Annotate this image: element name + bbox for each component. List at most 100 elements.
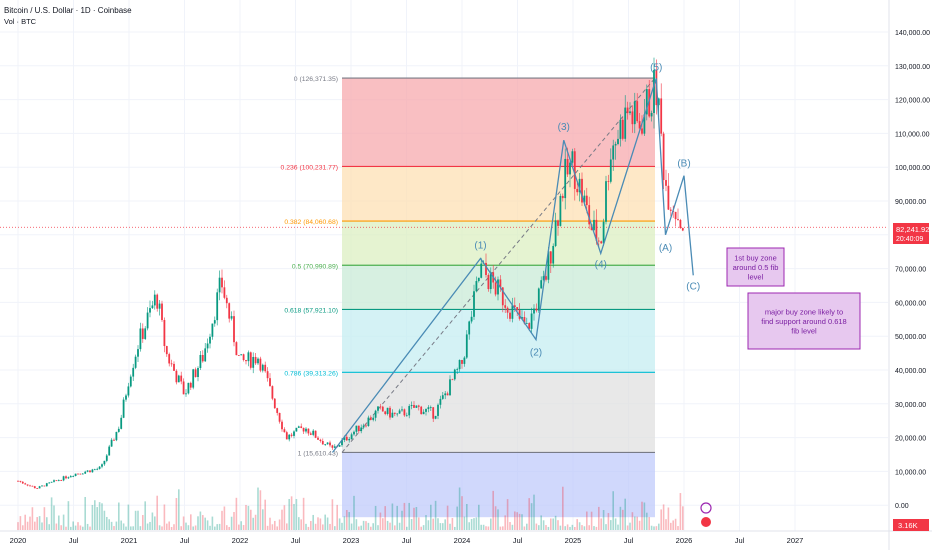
volume-bar bbox=[576, 519, 578, 530]
candle-body bbox=[81, 473, 84, 475]
time-tick-label: Jul bbox=[513, 536, 523, 545]
volume-bar bbox=[202, 515, 204, 530]
candle-body bbox=[386, 407, 389, 414]
volume-value-tag: 3.16K bbox=[893, 519, 929, 531]
candle-body bbox=[405, 415, 408, 417]
fib-zone bbox=[342, 372, 655, 453]
volume-bar bbox=[528, 498, 530, 530]
candle-body bbox=[681, 228, 684, 231]
wave-label: (1) bbox=[474, 240, 486, 251]
fib-retracement[interactable]: 0 (126,371.35) 0.236 (100,231.77) 0.382 (8… bbox=[0, 76, 888, 518]
volume-bar bbox=[182, 516, 185, 530]
volume-bar bbox=[336, 504, 338, 530]
volume-bar bbox=[485, 526, 487, 530]
volume-bar bbox=[374, 505, 377, 530]
volume-bar bbox=[240, 521, 242, 530]
volume-bar bbox=[662, 504, 665, 530]
candle-body bbox=[98, 466, 101, 469]
volume-bar bbox=[679, 493, 682, 530]
volume-bar bbox=[655, 526, 658, 530]
candle-body bbox=[295, 427, 298, 432]
candle-body bbox=[465, 334, 468, 358]
candle-body bbox=[276, 408, 279, 413]
volume-bar bbox=[511, 524, 514, 530]
price-tick-label: 10,000.00 bbox=[895, 469, 926, 476]
current-price-tag: 82,241.92 20:40:09 bbox=[893, 223, 929, 244]
volume-bar bbox=[185, 522, 187, 530]
candle-body bbox=[470, 316, 473, 322]
candle-body bbox=[29, 485, 31, 487]
volume-bar bbox=[607, 513, 610, 530]
candle-body bbox=[209, 336, 211, 344]
candle-body bbox=[583, 195, 586, 203]
volume-bar bbox=[382, 518, 384, 530]
elliott-wave-lines[interactable]: (1) (2) (3) (4) (5) (A) (B) (C) bbox=[331, 62, 701, 453]
volume-bar bbox=[310, 520, 312, 530]
candle-body bbox=[667, 185, 670, 210]
time-tick-label: 2020 bbox=[10, 536, 27, 545]
candle-body bbox=[463, 357, 466, 364]
fib-zone bbox=[342, 78, 655, 167]
candle-body bbox=[240, 354, 243, 356]
volume-bar bbox=[622, 509, 624, 530]
volume-bar bbox=[65, 526, 67, 530]
volume-bar bbox=[653, 526, 655, 530]
volume-bar bbox=[86, 523, 89, 530]
volume-bar bbox=[626, 525, 629, 530]
candle-body bbox=[674, 211, 677, 220]
fib-zone bbox=[342, 309, 655, 373]
candle-body bbox=[129, 376, 132, 387]
candle-body bbox=[453, 369, 456, 380]
candle-body bbox=[19, 480, 22, 482]
candle-body bbox=[509, 312, 511, 319]
volume-bar bbox=[314, 523, 317, 530]
volume-bar bbox=[516, 512, 518, 530]
candle-body bbox=[199, 354, 202, 368]
volume-bar bbox=[610, 520, 612, 530]
candle-body bbox=[259, 358, 262, 371]
volume-bar bbox=[578, 522, 581, 530]
volume-bar bbox=[132, 526, 134, 530]
candle-body bbox=[456, 369, 459, 370]
volume-bar bbox=[667, 507, 670, 530]
volume-bar bbox=[619, 506, 622, 530]
candle-body bbox=[561, 195, 564, 199]
wave-label: (4) bbox=[595, 259, 607, 270]
volume-bar bbox=[636, 516, 638, 530]
candle-body bbox=[533, 308, 535, 314]
lightning-icon bbox=[700, 502, 712, 514]
volume-bar bbox=[518, 513, 521, 530]
candle-body bbox=[105, 455, 108, 461]
candle-body bbox=[103, 460, 106, 465]
volume-bar bbox=[492, 490, 494, 530]
volume-bar bbox=[506, 499, 509, 530]
volume-bar bbox=[473, 518, 475, 530]
candle-body bbox=[528, 323, 531, 329]
candle-body bbox=[17, 480, 19, 482]
volume-bar bbox=[235, 497, 238, 530]
annotations[interactable]: 1st buy zone around 0.5 fib level major buy… bbox=[700, 247, 861, 527]
candle-body bbox=[89, 470, 91, 473]
countdown-timer: 20:40:09 bbox=[896, 236, 923, 243]
candle-body bbox=[67, 477, 70, 479]
candle-body bbox=[494, 282, 497, 295]
volume-bar bbox=[264, 499, 266, 530]
volume-bar bbox=[475, 517, 478, 530]
fib-level-label: 1 (15,610.43) bbox=[298, 450, 338, 457]
volume-bar bbox=[168, 521, 170, 530]
volume-bar bbox=[290, 496, 293, 530]
candle-body bbox=[235, 342, 238, 356]
volume-bar bbox=[130, 526, 132, 530]
volume-bar bbox=[29, 516, 31, 530]
volume-bar bbox=[559, 525, 562, 530]
candle-body bbox=[62, 476, 65, 481]
volume-bar bbox=[634, 516, 636, 530]
volume-bar bbox=[293, 503, 295, 530]
volume-bar bbox=[38, 516, 41, 530]
volume-bar bbox=[554, 515, 557, 530]
volume-bar bbox=[106, 516, 108, 530]
fib-zone-below bbox=[342, 452, 655, 518]
fib-zone bbox=[342, 221, 655, 266]
volume-bar bbox=[312, 514, 314, 530]
